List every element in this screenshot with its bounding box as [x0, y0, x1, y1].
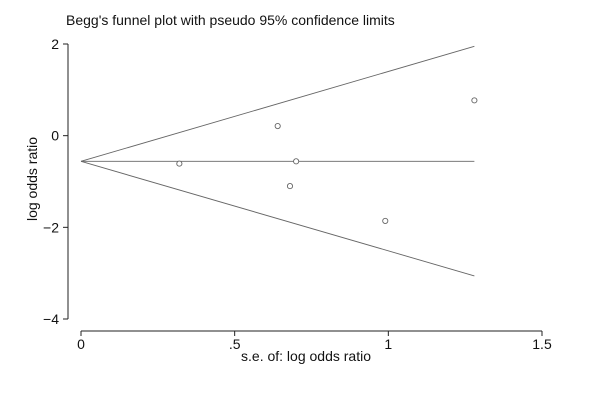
chart-title: Begg's funnel plot with pseudo 95% confi…	[66, 12, 395, 28]
study-point	[274, 122, 281, 130]
y-tick-label: −4	[43, 311, 59, 327]
x-tick-label: 0	[77, 336, 85, 352]
study-point	[382, 217, 389, 224]
x-axis-label: s.e. of: log odds ratio	[241, 348, 371, 364]
axes: 2 0 −2 −4 0 .5 1 1.5	[43, 36, 552, 352]
lower-confidence-limit-line	[80, 160, 475, 277]
y-tick-label: −2	[43, 219, 59, 235]
y-axis-label: log odds ratio	[24, 137, 40, 221]
study-point	[176, 160, 183, 167]
upper-confidence-limit-line	[80, 45, 475, 162]
y-tick-label: 0	[51, 128, 59, 144]
study-point	[471, 97, 478, 104]
confidence-lines	[80, 45, 475, 277]
x-tick-label: 1	[384, 336, 392, 352]
y-tick-label: 2	[51, 36, 59, 52]
data-points	[176, 97, 478, 224]
x-tick-label: .5	[229, 336, 241, 352]
study-point	[293, 158, 300, 165]
x-tick-label: 1.5	[532, 336, 552, 352]
study-point	[286, 183, 294, 190]
